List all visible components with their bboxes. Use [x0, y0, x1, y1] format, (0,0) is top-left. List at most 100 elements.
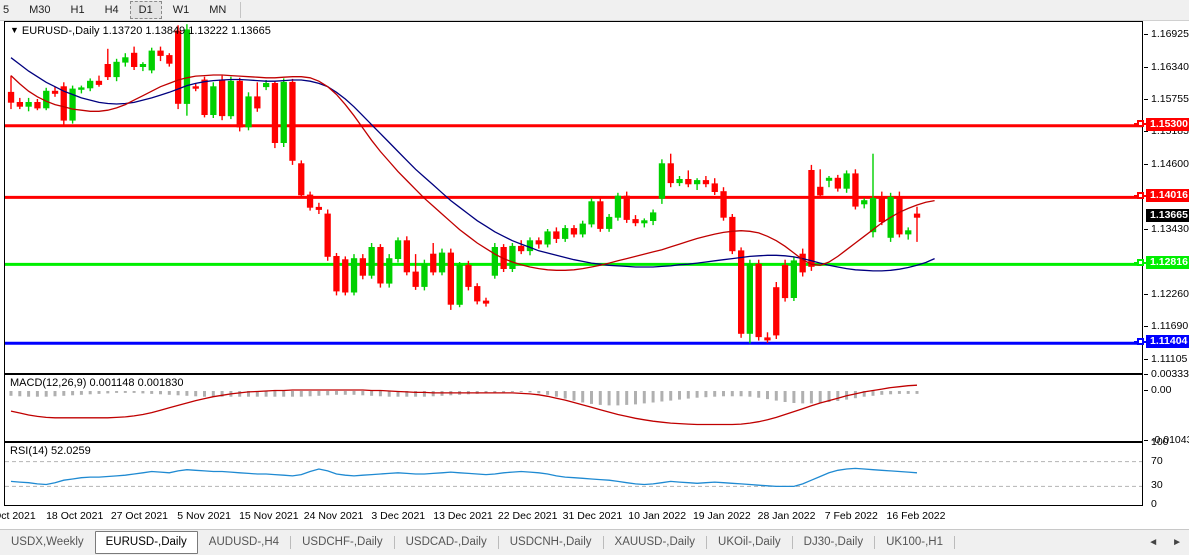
date-tick-label: 22 Dec 2021 — [497, 510, 558, 522]
tab-separator — [791, 536, 793, 549]
macd-pane[interactable]: MACD(12,26,9) 0.001148 0.001830 — [4, 374, 1143, 442]
date-tick-label: 24 Nov 2021 — [303, 510, 364, 522]
price-marker-value: 1.13665 — [1150, 209, 1188, 222]
date-tick-label: 18 Oct 2021 — [46, 510, 104, 522]
tab-scroll-left-button[interactable]: ◄ — [1148, 537, 1159, 548]
date-tick-label: 16 Feb 2022 — [886, 510, 946, 522]
symbol-tab-audusd-h4[interactable]: AUDUSD-,H4 — [208, 536, 280, 548]
date-tick-label: 10 Jan 2022 — [628, 510, 687, 522]
tab-separator — [954, 536, 955, 549]
axis-tick — [1144, 326, 1148, 328]
price-chart-canvas — [5, 24, 1142, 345]
symbol-tab-usdcad-daily[interactable]: USDCAD-,Daily — [405, 536, 487, 548]
symbol-tab-ukoil-daily[interactable]: UKOil-,Daily — [718, 536, 781, 548]
price-tick-label: 1.15755 — [1151, 93, 1189, 106]
rsi-tick-label: 100 — [1151, 436, 1169, 448]
tab-separator — [706, 536, 708, 549]
price-pane[interactable]: ▼ EURUSD-,Daily 1.13720 1.13849 1.13222 1… — [4, 21, 1143, 374]
date-tick-label: 13 Dec 2021 — [433, 510, 493, 522]
timeframe-h4[interactable]: H4 — [104, 4, 119, 16]
chart-area: ▼ EURUSD-,Daily 1.13720 1.13849 1.13222 1… — [0, 21, 1189, 528]
marker-drag-handle[interactable] — [1137, 120, 1144, 128]
price-marker-value: 1.12816 — [1150, 256, 1188, 269]
collapse-triangle-icon[interactable]: ▼ — [10, 25, 19, 35]
date-tick-label: 7 Feb 2022 — [824, 510, 878, 522]
date-tick-label: 5 Nov 2021 — [177, 510, 231, 522]
timeframe-d1[interactable]: D1 — [129, 1, 162, 19]
axis-tick — [1144, 294, 1148, 296]
tab-separator — [602, 536, 604, 549]
symbol-tab-eurusd-daily[interactable]: EURUSD-,Daily — [94, 531, 198, 554]
tab-separator — [497, 536, 499, 549]
price-marker-resistance[interactable]: 1.14016 — [1134, 189, 1189, 203]
timeframe-mn[interactable]: MN — [209, 4, 227, 16]
symbol-tab-bar: USDX,Weekly EURUSD-,Daily AUDUSD-,H4 USDCHF… — [0, 529, 1189, 555]
rsi-chart-canvas — [5, 461, 1142, 488]
price-tick-label: 1.11690 — [1151, 320, 1189, 333]
price-marker-resistance[interactable]: 1.15300 — [1134, 117, 1189, 131]
marker-drag-handle[interactable] — [1137, 258, 1144, 266]
macd-tick-label: 0.00 — [1151, 383, 1172, 396]
axis-tick — [1144, 389, 1148, 391]
axis-tick — [1144, 440, 1148, 441]
symbol-tab-usdchf-daily[interactable]: USDCHF-,Daily — [302, 536, 383, 548]
date-tick-label: 8 Oct 2021 — [0, 510, 36, 522]
timeframe-m30[interactable]: M30 — [29, 4, 51, 16]
price-marker-value: 1.11404 — [1150, 335, 1188, 348]
axis-tick — [1144, 131, 1148, 133]
symbol-tab-usdcnh-daily[interactable]: USDCNH-,Daily — [509, 536, 592, 548]
rsi-tick-label: 30 — [1151, 479, 1163, 492]
axis-tick — [1144, 229, 1148, 231]
price-pane-header-text: EURUSD-,Daily 1.13720 1.13849 1.13222 1.… — [21, 25, 271, 37]
tab-separator — [290, 536, 292, 549]
date-tick-label: 3 Dec 2021 — [371, 510, 426, 522]
price-tick-label: 1.16925 — [1151, 28, 1189, 41]
price-tick-label: 1.16340 — [1151, 60, 1189, 73]
price-tick-label: 1.11105 — [1151, 352, 1188, 365]
price-marker-support[interactable]: 1.12816 — [1134, 256, 1189, 270]
date-axis[interactable]: 8 Oct 2021 18 Oct 2021 27 Oct 2021 5 Nov 20… — [0, 507, 1143, 528]
axis-tick — [1144, 163, 1148, 165]
axis-tick — [1144, 99, 1148, 101]
price-tick-label: 1.15185 — [1151, 125, 1189, 138]
symbol-tab-usdx-weekly[interactable]: USDX,Weekly — [11, 536, 84, 548]
tab-scroll-right-button[interactable]: ► — [1172, 537, 1182, 548]
symbol-tab-dj30-daily[interactable]: DJ30-,Daily — [803, 536, 864, 548]
rsi-pane-label: RSI(14) 52.0259 — [10, 445, 91, 457]
price-marker-support[interactable]: 1.11404 — [1134, 335, 1189, 349]
marker-drag-handle[interactable] — [1137, 337, 1144, 345]
timeframe-5[interactable]: 5 — [3, 4, 10, 16]
price-pane-label: ▼ EURUSD-,Daily 1.13720 1.13849 1.13222 1… — [10, 24, 271, 37]
tab-separator — [874, 536, 876, 549]
axis-tick — [1144, 374, 1148, 375]
price-marker-value: 1.15300 — [1150, 117, 1188, 130]
price-axis[interactable]: 1.16925 1.16340 1.15755 1.15185 1.14600 1.134… — [1134, 21, 1189, 528]
toolbar-separator — [240, 2, 242, 18]
marker-drag-handle[interactable] — [1137, 191, 1144, 199]
date-tick-label: 19 Jan 2022 — [692, 510, 751, 522]
symbol-tab-xauusd-daily[interactable]: XAUUSD-,Daily — [614, 536, 696, 548]
price-marker-value: 1.14016 — [1150, 189, 1188, 202]
symbol-tab-uk100-h1[interactable]: UK100-,H1 — [886, 536, 943, 548]
rsi-pane[interactable]: RSI(14) 52.0259 — [4, 442, 1143, 506]
macd-chart-canvas — [9, 384, 919, 426]
macd-tick-label: 0.003331 — [1151, 368, 1189, 380]
rsi-tick-label: 0 — [1151, 498, 1157, 510]
timeframe-h1[interactable]: H1 — [70, 4, 85, 16]
axis-tick — [1144, 358, 1148, 360]
axis-tick — [1144, 66, 1148, 68]
tab-separator — [393, 536, 395, 549]
macd-pane-label: MACD(12,26,9) 0.001148 0.001830 — [10, 377, 184, 389]
price-tick-label: 1.12260 — [1151, 288, 1189, 301]
timeframe-w1[interactable]: W1 — [172, 4, 190, 16]
rsi-tick-label: 70 — [1151, 454, 1163, 467]
date-tick-label: 28 Jan 2022 — [757, 510, 816, 522]
date-tick-label: 31 Dec 2021 — [562, 510, 623, 522]
macd-tick-label: -0.01043 — [1151, 434, 1189, 446]
price-tick-label: 1.13430 — [1151, 223, 1189, 236]
axis-tick — [1144, 34, 1148, 36]
price-marker-last-price[interactable]: 1.13665 — [1146, 209, 1189, 223]
date-tick-label: 15 Nov 2021 — [239, 510, 299, 522]
price-tick-label: 1.14600 — [1151, 157, 1189, 170]
timeframe-toolbar: 5 M30 H1 H4 D1 W1 MN — [0, 0, 1189, 21]
